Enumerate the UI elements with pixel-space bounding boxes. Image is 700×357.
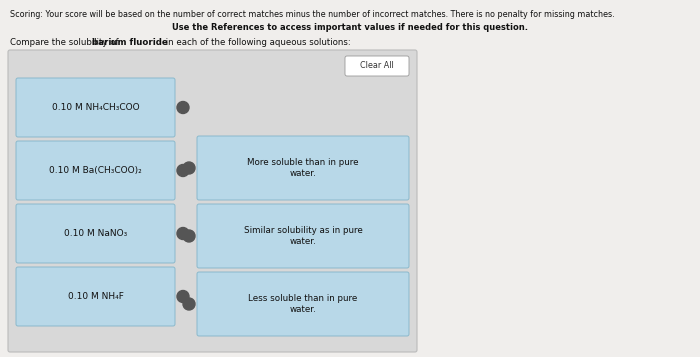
Text: in each of the following aqueous solutions:: in each of the following aqueous solutio…	[163, 38, 351, 47]
Circle shape	[183, 298, 195, 310]
Circle shape	[183, 230, 195, 242]
FancyBboxPatch shape	[345, 56, 409, 76]
Text: 0.10 M NH₄F: 0.10 M NH₄F	[68, 292, 123, 301]
FancyBboxPatch shape	[197, 204, 409, 268]
Text: Similar solubility as in pure
water.: Similar solubility as in pure water.	[244, 226, 363, 246]
FancyBboxPatch shape	[16, 141, 175, 200]
Text: More soluble than in pure
water.: More soluble than in pure water.	[247, 158, 358, 178]
Text: Scoring: Your score will be based on the number of correct matches minus the num: Scoring: Your score will be based on the…	[10, 10, 615, 19]
Text: barium fluoride: barium fluoride	[92, 38, 168, 47]
Circle shape	[183, 162, 195, 174]
Text: 0.10 M NH₄CH₃COO: 0.10 M NH₄CH₃COO	[52, 103, 139, 112]
Text: Clear All: Clear All	[360, 61, 394, 70]
Text: 0.10 M Ba(CH₃COO)₂: 0.10 M Ba(CH₃COO)₂	[49, 166, 142, 175]
FancyBboxPatch shape	[197, 272, 409, 336]
Circle shape	[177, 291, 189, 302]
FancyBboxPatch shape	[8, 50, 417, 352]
Circle shape	[177, 101, 189, 114]
Circle shape	[177, 165, 189, 176]
FancyBboxPatch shape	[16, 204, 175, 263]
Text: 0.10 M NaNO₃: 0.10 M NaNO₃	[64, 229, 127, 238]
FancyBboxPatch shape	[197, 136, 409, 200]
FancyBboxPatch shape	[16, 267, 175, 326]
Text: Less soluble than in pure
water.: Less soluble than in pure water.	[248, 294, 358, 314]
FancyBboxPatch shape	[16, 78, 175, 137]
Text: Compare the solubility of: Compare the solubility of	[10, 38, 121, 47]
Circle shape	[177, 227, 189, 240]
Text: Use the References to access important values if needed for this question.: Use the References to access important v…	[172, 23, 528, 32]
